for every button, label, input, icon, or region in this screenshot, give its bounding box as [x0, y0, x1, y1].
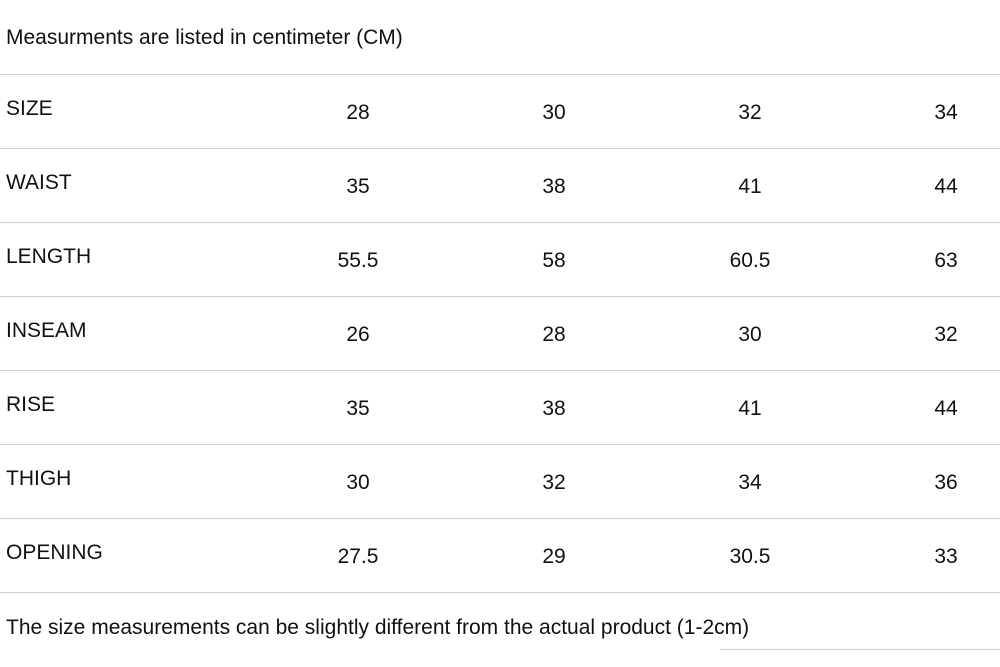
row-label-thigh: THIGH [0, 441, 260, 516]
cell-size-1: 28 [260, 75, 456, 150]
cell-waist-2: 38 [456, 149, 652, 224]
cell-rise-4: 44 [848, 371, 1000, 446]
cell-opening-1: 27.5 [260, 519, 456, 594]
footer-divider [720, 649, 1000, 650]
cell-opening-4: 33 [848, 519, 1000, 594]
table-row-rise: RISE 35 38 41 44 [0, 367, 1000, 446]
cell-thigh-1: 30 [260, 445, 456, 520]
cell-length-1: 55.5 [260, 223, 456, 298]
cell-thigh-2: 32 [456, 445, 652, 520]
row-label-opening: OPENING [0, 515, 260, 590]
cell-length-3: 60.5 [652, 223, 848, 298]
cell-length-2: 58 [456, 223, 652, 298]
cell-length-4: 63 [848, 223, 1000, 298]
table-row-thigh: THIGH 30 32 34 36 [0, 441, 1000, 520]
size-chart-table: SIZE 28 30 32 34 WAIST 35 38 41 44 LENGT… [0, 71, 1000, 594]
cell-rise-3: 41 [652, 371, 848, 446]
row-label-waist: WAIST [0, 145, 260, 220]
cell-thigh-4: 36 [848, 445, 1000, 520]
cell-inseam-3: 30 [652, 297, 848, 372]
table-row-waist: WAIST 35 38 41 44 [0, 145, 1000, 224]
cell-thigh-3: 34 [652, 445, 848, 520]
cell-opening-3: 30.5 [652, 519, 848, 594]
cell-size-3: 32 [652, 75, 848, 150]
row-label-length: LENGTH [0, 219, 260, 294]
table-row-opening: OPENING 27.5 29 30.5 33 [0, 515, 1000, 594]
row-label-rise: RISE [0, 367, 260, 442]
cell-size-4: 34 [848, 75, 1000, 150]
row-label-inseam: INSEAM [0, 293, 260, 368]
cell-inseam-2: 28 [456, 297, 652, 372]
cell-inseam-1: 26 [260, 297, 456, 372]
table-row-length: LENGTH 55.5 58 60.5 63 [0, 219, 1000, 298]
cell-size-2: 30 [456, 75, 652, 150]
size-disclaimer-note: The size measurements can be slightly di… [6, 616, 750, 639]
cell-waist-4: 44 [848, 149, 1000, 224]
measurement-unit-note: Measurments are listed in centimeter (CM… [6, 26, 403, 49]
table-row-inseam: INSEAM 26 28 30 32 [0, 293, 1000, 372]
cell-waist-1: 35 [260, 149, 456, 224]
cell-rise-2: 38 [456, 371, 652, 446]
cell-rise-1: 35 [260, 371, 456, 446]
cell-inseam-4: 32 [848, 297, 1000, 372]
row-label-size: SIZE [0, 71, 260, 146]
cell-opening-2: 29 [456, 519, 652, 594]
table-row-size: SIZE 28 30 32 34 [0, 71, 1000, 150]
cell-waist-3: 41 [652, 149, 848, 224]
